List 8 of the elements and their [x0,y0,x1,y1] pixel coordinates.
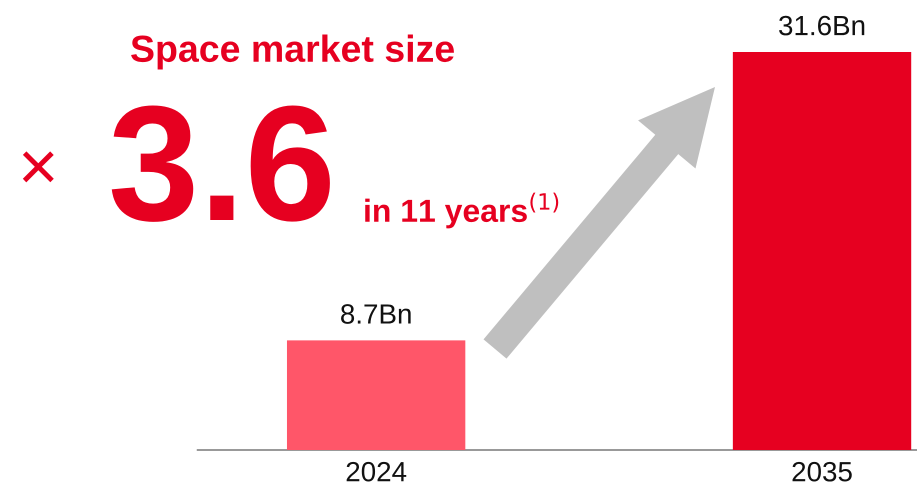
x-tick-label: 2035 [792,462,852,482]
data-label: 8.7Bn [341,304,411,324]
annotation: in 11 years$^{(1)}$ [365,192,558,228]
data-label: 31.6Bn [779,16,864,36]
chart-title: Space market size [131,34,454,70]
annotation: 3.6 [112,106,330,222]
x-tick-label: 2024 [346,462,406,482]
text: × [22,151,54,182]
